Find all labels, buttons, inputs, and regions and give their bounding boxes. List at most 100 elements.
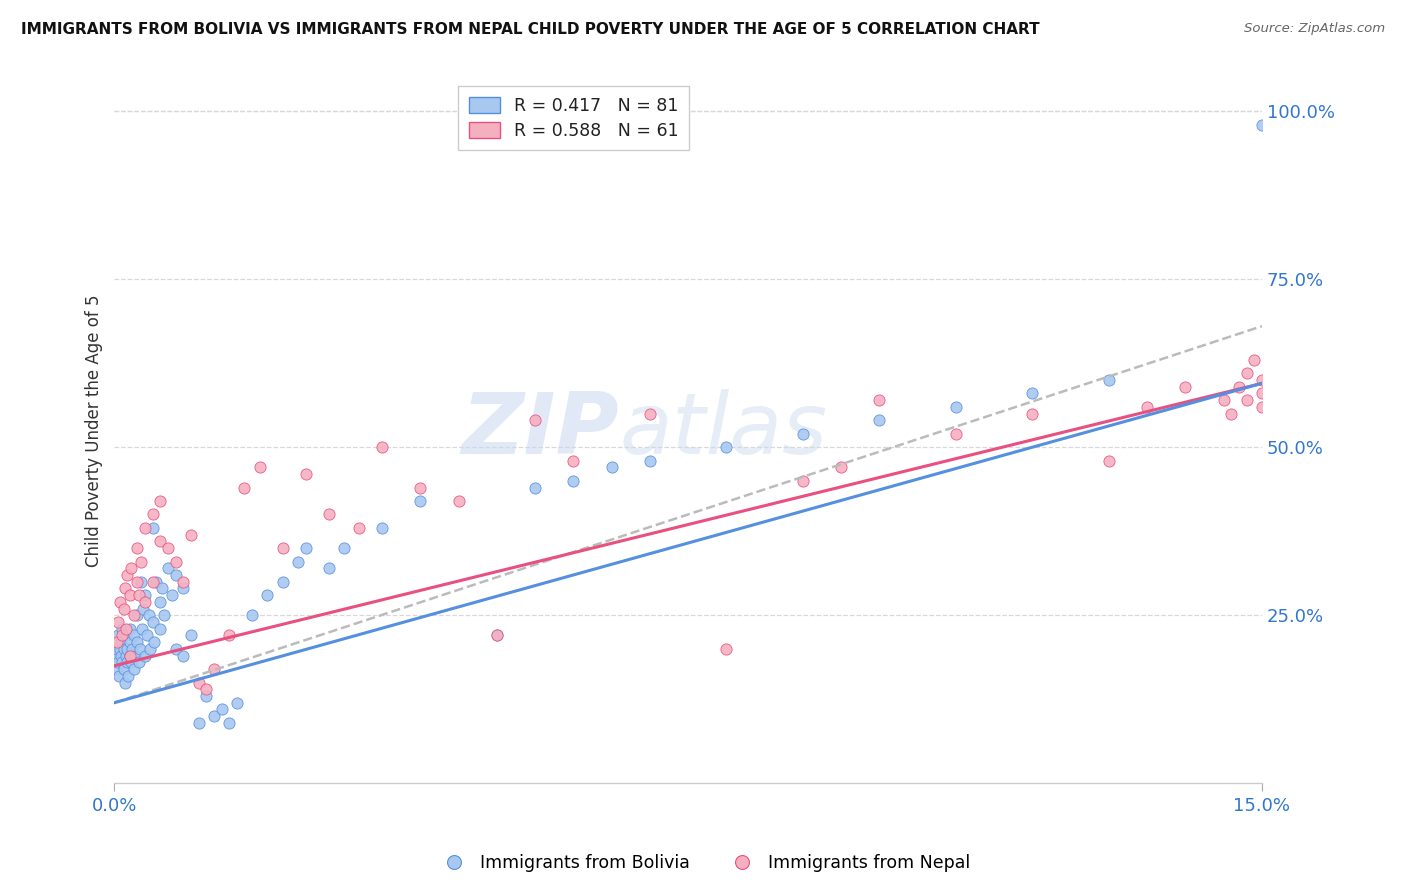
Point bbox=[1236, 393, 1258, 408]
Point bbox=[134, 588, 156, 602]
Point bbox=[1212, 393, 1234, 408]
Point bbox=[122, 608, 145, 623]
Point bbox=[830, 460, 852, 475]
Y-axis label: Child Poverty Under the Age of 5: Child Poverty Under the Age of 5 bbox=[86, 294, 103, 566]
Point bbox=[218, 628, 240, 642]
Point bbox=[160, 588, 183, 602]
Point bbox=[172, 582, 194, 596]
Point bbox=[716, 641, 738, 656]
Point bbox=[600, 460, 623, 475]
Point bbox=[524, 481, 547, 495]
Point bbox=[134, 595, 156, 609]
Point bbox=[485, 628, 508, 642]
Point bbox=[409, 481, 432, 495]
Point bbox=[945, 426, 967, 441]
Point bbox=[485, 628, 508, 642]
Point bbox=[156, 541, 179, 555]
Point bbox=[118, 588, 141, 602]
Point bbox=[114, 675, 136, 690]
Point bbox=[202, 709, 225, 723]
Point bbox=[153, 608, 176, 623]
Point bbox=[115, 648, 138, 663]
Point bbox=[172, 648, 194, 663]
Point bbox=[107, 641, 129, 656]
Point bbox=[256, 588, 278, 602]
Point bbox=[111, 628, 134, 642]
Point bbox=[524, 413, 547, 427]
Point bbox=[868, 413, 890, 427]
Point bbox=[134, 521, 156, 535]
Point bbox=[792, 474, 814, 488]
Point bbox=[115, 656, 138, 670]
Point bbox=[114, 582, 136, 596]
Point bbox=[104, 648, 127, 663]
Point bbox=[271, 541, 294, 555]
Point bbox=[638, 407, 661, 421]
Point bbox=[409, 494, 432, 508]
Point bbox=[112, 662, 135, 676]
Point bbox=[150, 582, 173, 596]
Point bbox=[165, 641, 187, 656]
Point bbox=[129, 574, 152, 589]
Point bbox=[1220, 407, 1243, 421]
Point bbox=[447, 494, 470, 508]
Point bbox=[1098, 373, 1121, 387]
Point bbox=[111, 622, 134, 636]
Point bbox=[129, 554, 152, 568]
Point bbox=[127, 541, 149, 555]
Point bbox=[108, 595, 131, 609]
Point bbox=[112, 641, 135, 656]
Point bbox=[333, 541, 356, 555]
Point bbox=[1136, 400, 1159, 414]
Point bbox=[792, 426, 814, 441]
Point bbox=[105, 635, 128, 649]
Point bbox=[110, 635, 132, 649]
Point bbox=[165, 568, 187, 582]
Point bbox=[868, 393, 890, 408]
Point bbox=[347, 521, 370, 535]
Point bbox=[108, 669, 131, 683]
Point bbox=[135, 628, 157, 642]
Point bbox=[149, 534, 172, 549]
Point bbox=[1227, 380, 1250, 394]
Point bbox=[143, 635, 166, 649]
Point bbox=[122, 662, 145, 676]
Point bbox=[187, 675, 209, 690]
Text: ZIP: ZIP bbox=[461, 389, 619, 472]
Point bbox=[115, 622, 138, 636]
Point bbox=[249, 460, 271, 475]
Point bbox=[1021, 407, 1043, 421]
Point bbox=[240, 608, 263, 623]
Point bbox=[287, 554, 309, 568]
Point bbox=[149, 494, 172, 508]
Point bbox=[1251, 400, 1274, 414]
Text: IMMIGRANTS FROM BOLIVIA VS IMMIGRANTS FROM NEPAL CHILD POVERTY UNDER THE AGE OF : IMMIGRANTS FROM BOLIVIA VS IMMIGRANTS FR… bbox=[21, 22, 1039, 37]
Point bbox=[187, 715, 209, 730]
Point bbox=[110, 648, 132, 663]
Point bbox=[225, 696, 247, 710]
Point bbox=[120, 561, 142, 575]
Point bbox=[142, 521, 165, 535]
Point bbox=[1251, 373, 1274, 387]
Point bbox=[1236, 366, 1258, 380]
Point bbox=[134, 648, 156, 663]
Point bbox=[117, 568, 139, 582]
Point bbox=[131, 622, 153, 636]
Point bbox=[371, 521, 394, 535]
Point bbox=[180, 527, 202, 541]
Point bbox=[107, 615, 129, 629]
Point bbox=[1251, 118, 1274, 132]
Point bbox=[562, 474, 585, 488]
Point bbox=[716, 440, 738, 454]
Point bbox=[172, 574, 194, 589]
Point bbox=[105, 662, 128, 676]
Point bbox=[180, 628, 202, 642]
Point bbox=[108, 641, 131, 656]
Point bbox=[107, 656, 129, 670]
Point bbox=[117, 641, 139, 656]
Point bbox=[218, 715, 240, 730]
Point bbox=[1251, 386, 1274, 401]
Point bbox=[202, 662, 225, 676]
Point bbox=[128, 588, 150, 602]
Point bbox=[139, 641, 162, 656]
